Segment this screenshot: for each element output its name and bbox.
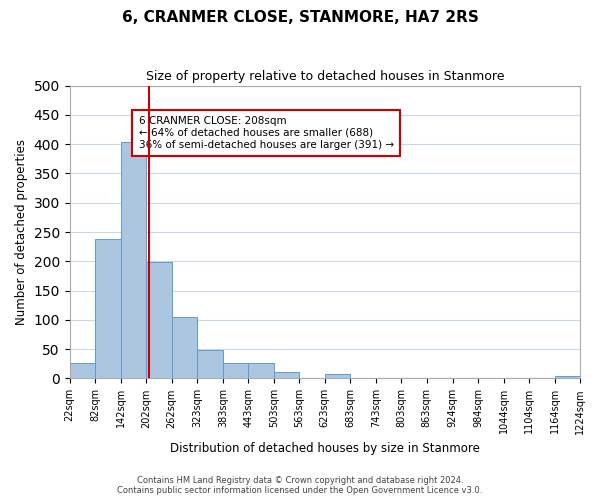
- Bar: [172, 317, 197, 378]
- Y-axis label: Number of detached properties: Number of detached properties: [15, 139, 28, 325]
- Bar: [223, 363, 248, 378]
- Bar: [146, 262, 172, 378]
- Bar: [95, 239, 121, 378]
- X-axis label: Distribution of detached houses by size in Stanmore: Distribution of detached houses by size …: [170, 442, 480, 455]
- Bar: [248, 363, 274, 378]
- Bar: [197, 350, 223, 378]
- Bar: [554, 376, 580, 378]
- Text: 6 CRANMER CLOSE: 208sqm
← 64% of detached houses are smaller (688)
36% of semi-d: 6 CRANMER CLOSE: 208sqm ← 64% of detache…: [139, 116, 394, 150]
- Bar: [325, 374, 350, 378]
- Bar: [70, 362, 95, 378]
- Title: Size of property relative to detached houses in Stanmore: Size of property relative to detached ho…: [146, 70, 504, 83]
- Text: Contains HM Land Registry data © Crown copyright and database right 2024.
Contai: Contains HM Land Registry data © Crown c…: [118, 476, 482, 495]
- Bar: [274, 372, 299, 378]
- Bar: [121, 142, 146, 378]
- Text: 6, CRANMER CLOSE, STANMORE, HA7 2RS: 6, CRANMER CLOSE, STANMORE, HA7 2RS: [122, 10, 478, 25]
